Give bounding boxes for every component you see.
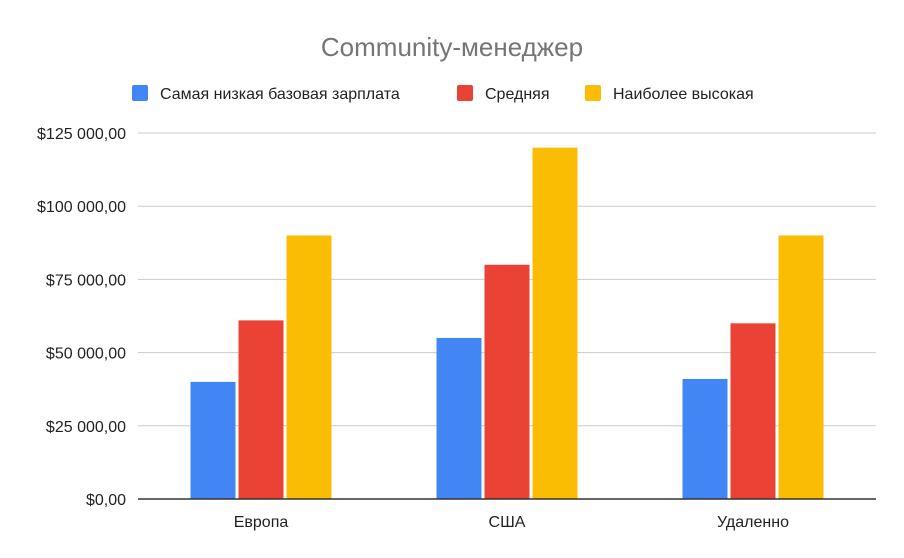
bar-3-2 xyxy=(730,323,776,499)
y-tick-label: $50 000,00 xyxy=(46,346,126,363)
y-tick-label: $75 000,00 xyxy=(46,272,126,289)
bar-3-3 xyxy=(778,235,824,500)
legend-swatch xyxy=(457,85,473,101)
bar-1-3 xyxy=(286,235,332,500)
legend-item-3: Наиболее высокая xyxy=(585,85,754,103)
bar-1-1 xyxy=(190,381,236,499)
y-tick-label: $0,00 xyxy=(86,492,126,509)
legend-item-1: Самая низкая базовая зарплата xyxy=(132,85,400,103)
y-tick-label: $100 000,00 xyxy=(37,199,126,216)
legend-label: Наиболее высокая xyxy=(613,86,754,103)
x-category-label: Удаленно xyxy=(717,514,789,531)
x-category-label: Европа xyxy=(234,514,289,531)
y-axis-ticks: $0,00 $25 000,00 $50 000,00 $75 000,00 $100 … xyxy=(37,126,126,509)
bar-2-2 xyxy=(484,264,530,499)
y-tick-label: $25 000,00 xyxy=(46,419,126,436)
bar-1-2 xyxy=(238,320,284,499)
chart-title: Community-менеджер xyxy=(321,32,583,62)
legend-label: Самая низкая базовая зарплата xyxy=(160,86,400,103)
bars xyxy=(190,147,824,500)
legend-swatch xyxy=(132,85,148,101)
legend-item-2: Средняя xyxy=(457,85,550,103)
legend-swatch xyxy=(585,85,601,101)
bar-3-1 xyxy=(682,378,728,499)
legend-label: Средняя xyxy=(485,86,550,103)
bar-2-1 xyxy=(436,337,482,499)
x-category-label: США xyxy=(489,514,526,531)
x-axis-labels: Европа США Удаленно xyxy=(234,514,789,531)
y-tick-label: $125 000,00 xyxy=(37,126,126,143)
legend: Самая низкая базовая зарплата Средняя Наиб… xyxy=(132,85,754,103)
bar-2-3 xyxy=(532,147,578,499)
